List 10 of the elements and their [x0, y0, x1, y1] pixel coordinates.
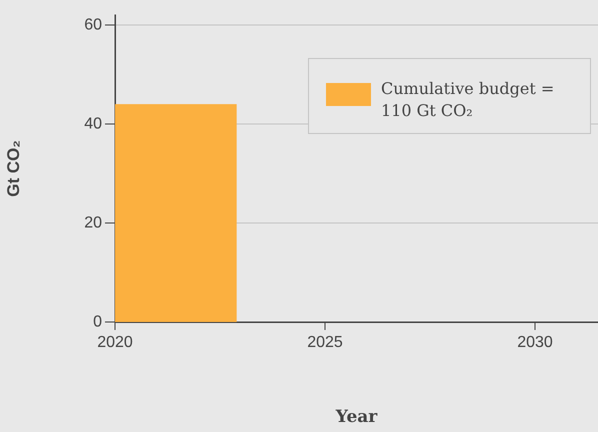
- y-tick-label: 40: [84, 115, 102, 132]
- legend-label: Cumulative budget = 110 Gt CO₂: [381, 78, 556, 122]
- y-tick-label: 0: [93, 313, 102, 330]
- y-tick-label: 60: [84, 16, 102, 34]
- y-tick-label: 20: [84, 214, 102, 232]
- x-axis-title: Year: [334, 407, 378, 428]
- y-axis-title: Gt CO₂: [4, 140, 23, 197]
- x-tick-label: 2025: [307, 334, 343, 352]
- x-tick-label: 2020: [97, 334, 133, 352]
- x-tick-label: 2030: [517, 334, 553, 352]
